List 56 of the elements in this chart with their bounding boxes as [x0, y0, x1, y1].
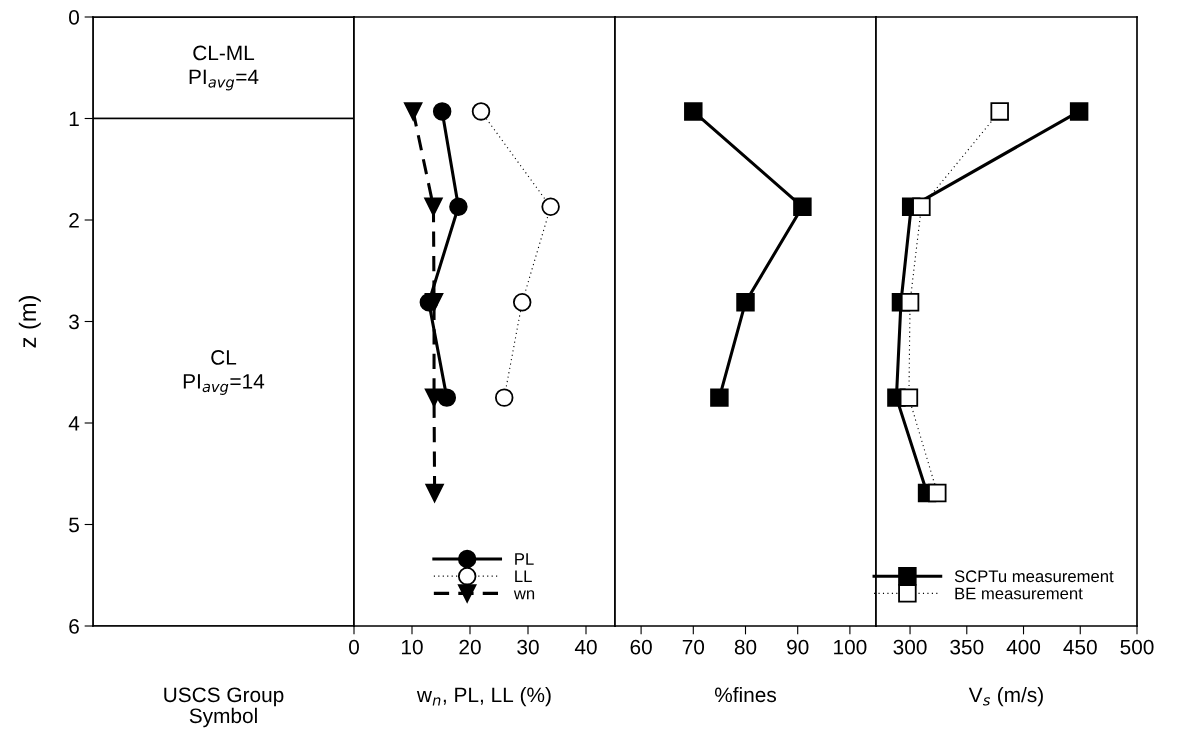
x-tick-label: 60 [630, 639, 652, 655]
point [424, 388, 444, 407]
point [928, 483, 947, 503]
legend-label: BE measurement [955, 587, 1083, 600]
point [899, 388, 919, 407]
point [437, 388, 457, 407]
point [403, 102, 423, 121]
x-axis-title: w$_{n}$, PL, LL (%) [416, 686, 551, 707]
x-tick-label: 30 [517, 639, 539, 655]
point [424, 292, 444, 312]
y-tick-label: 0 [69, 10, 79, 25]
point [424, 197, 443, 217]
x-tick-label: 300 [893, 639, 927, 655]
x-tick-label: 450 [1063, 639, 1097, 655]
x-axis-title: V$_{s}$ (m/s) [968, 686, 1043, 707]
x-axis-title: %fines [714, 686, 777, 703]
x-tick-label: 100 [834, 639, 867, 655]
point [1069, 102, 1089, 121]
point [512, 292, 532, 312]
point [990, 102, 1009, 121]
x-tick-label: 70 [682, 639, 705, 655]
x-tick-label: 0 [349, 639, 359, 655]
y-tick-label: 4 [68, 416, 80, 431]
series-label: CL PI$_{avg}$=14 [183, 350, 265, 395]
x-tick-label: 350 [950, 639, 984, 655]
x-tick-label: 500 [1120, 639, 1154, 655]
x-tick-label: 80 [734, 639, 757, 655]
y-tick-label: 5 [69, 517, 79, 533]
point [793, 197, 812, 217]
point [471, 102, 491, 121]
legend-label: wn [513, 590, 535, 600]
y-tick-label: 3 [69, 314, 79, 330]
point [541, 197, 560, 217]
y-tick-label: 2 [69, 213, 79, 228]
x-tick-label: 40 [574, 639, 597, 655]
x-tick-label: 20 [459, 639, 481, 655]
y-tick-label: 6 [69, 619, 79, 634]
y-tick-label: 1 [69, 111, 79, 127]
point [736, 292, 755, 312]
point [900, 292, 920, 312]
x-tick-label: 10 [402, 639, 423, 655]
x-tick-label: 90 [787, 639, 809, 655]
legend-label: SCPTu measurement [954, 570, 1114, 583]
point [432, 102, 452, 121]
point [912, 197, 931, 217]
point [425, 483, 444, 503]
y-axis-title: z (m) [18, 296, 41, 348]
x-axis-title: USCS Group Symbol [164, 687, 284, 728]
series-label: CL-ML PI$_{avg}$=4 [189, 45, 259, 91]
legend-label: PL [515, 553, 534, 565]
point [494, 388, 514, 407]
x-tick-label: 400 [1006, 639, 1041, 655]
point [449, 197, 468, 217]
point [710, 388, 729, 407]
legend-label: LL [515, 570, 532, 583]
point [684, 102, 703, 121]
